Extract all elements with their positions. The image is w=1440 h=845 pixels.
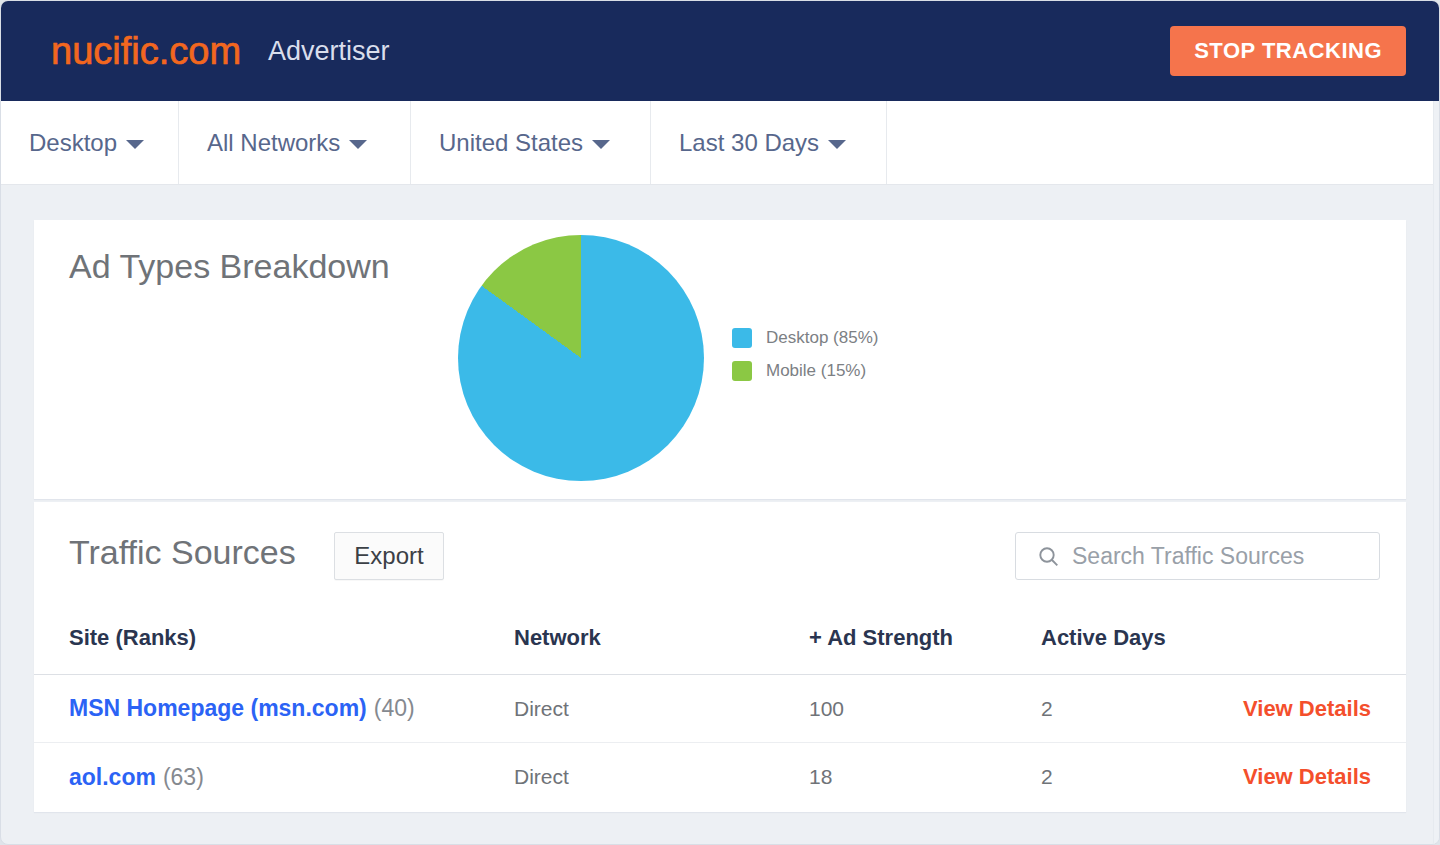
traffic-sources-card: Traffic Sources Export Site (Ranks) Netw… [34, 502, 1406, 812]
view-details-link[interactable]: View Details [1243, 696, 1371, 721]
traffic-sources-title: Traffic Sources [69, 533, 296, 572]
desktop-swatch [732, 328, 752, 348]
col-network: Network [514, 625, 809, 651]
site-link[interactable]: aol.com [69, 764, 156, 790]
scrollbar-track [1433, 101, 1439, 844]
app-window: nucific.com Advertiser STOP TRACKING Des… [0, 0, 1440, 845]
legend-item-mobile: Mobile (15%) [732, 361, 878, 381]
legend-item-desktop: Desktop (85%) [732, 328, 878, 348]
chevron-down-icon [592, 140, 610, 149]
daterange-filter-label: Last 30 Days [679, 129, 819, 157]
ad-types-breakdown-card: Ad Types Breakdown Desktop (85%) Mobile … [34, 220, 1406, 499]
active-days-value: 2 [1041, 765, 1241, 789]
col-active-days: Active Days [1041, 625, 1241, 651]
table-row: aol.com (63) Direct 18 2 View Details [34, 743, 1406, 811]
view-details-link[interactable]: View Details [1243, 764, 1371, 789]
top-navbar: nucific.com Advertiser STOP TRACKING [1, 1, 1439, 101]
active-days-value: 2 [1041, 697, 1241, 721]
traffic-sources-header: Traffic Sources Export [34, 502, 1406, 602]
main-content: Ad Types Breakdown Desktop (85%) Mobile … [1, 185, 1439, 812]
daterange-filter-dropdown[interactable]: Last 30 Days [651, 101, 887, 184]
export-button[interactable]: Export [334, 532, 444, 580]
advertiser-label: Advertiser [268, 36, 390, 67]
table-header-row: Site (Ranks) Network + Ad Strength Activ… [34, 602, 1406, 675]
table-row: MSN Homepage (msn.com)(40) Direct 100 2 … [34, 675, 1406, 743]
chevron-down-icon [126, 140, 144, 149]
site-logo: nucific.com [51, 30, 241, 73]
device-filter-label: Desktop [29, 129, 117, 157]
device-filter-dropdown[interactable]: Desktop [1, 101, 179, 184]
ad-strength-value: 18 [809, 765, 1041, 789]
col-site-ranks: Site (Ranks) [69, 625, 514, 651]
search-icon [1038, 546, 1059, 567]
legend-label: Desktop (85%) [766, 328, 878, 348]
legend-label: Mobile (15%) [766, 361, 866, 381]
site-rank: (40) [374, 695, 415, 721]
country-filter-dropdown[interactable]: United States [411, 101, 651, 184]
network-value: Direct [514, 765, 809, 789]
col-ad-strength[interactable]: + Ad Strength [809, 625, 1041, 651]
search-box[interactable] [1015, 532, 1380, 580]
network-value: Direct [514, 697, 809, 721]
network-filter-label: All Networks [207, 129, 340, 157]
mobile-swatch [732, 361, 752, 381]
site-rank: (63) [163, 764, 204, 790]
ad-strength-value: 100 [809, 697, 1041, 721]
country-filter-label: United States [439, 129, 583, 157]
pie-chart [458, 235, 704, 481]
chart-legend: Desktop (85%) Mobile (15%) [732, 328, 878, 394]
site-link[interactable]: MSN Homepage (msn.com) [69, 695, 367, 721]
search-input[interactable] [1072, 543, 1367, 570]
chart-title: Ad Types Breakdown [69, 247, 390, 286]
network-filter-dropdown[interactable]: All Networks [179, 101, 411, 184]
chevron-down-icon [828, 140, 846, 149]
stop-tracking-button[interactable]: STOP TRACKING [1170, 26, 1406, 76]
chevron-down-icon [349, 140, 367, 149]
filter-bar: Desktop All Networks United States Last … [1, 101, 1435, 185]
